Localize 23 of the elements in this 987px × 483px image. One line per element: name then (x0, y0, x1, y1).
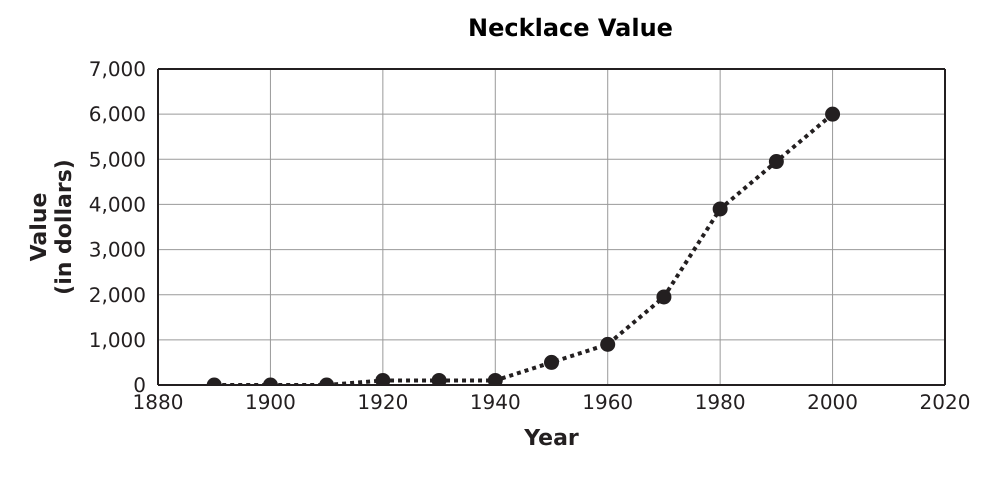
y-tick-label: 4,000 (88, 192, 146, 217)
x-tick-label: 1900 (244, 390, 296, 414)
x-tick-label: 2000 (807, 390, 858, 414)
point (656, 289, 672, 304)
x-tick-label: 1940 (470, 390, 521, 414)
x-tick-label: 2020 (920, 390, 970, 414)
x-axis-title: Year (523, 426, 579, 451)
y-tick-label: 6,000 (88, 102, 146, 126)
x-tick-label: 1960 (582, 390, 634, 414)
y-tick-label: 5,000 (88, 147, 146, 172)
point (544, 354, 559, 370)
y-axis-title: Value (in dollars) (27, 159, 77, 295)
chart-title: Necklace Value (467, 14, 674, 42)
y-tick-label: 3,000 (88, 238, 146, 262)
point (825, 106, 840, 122)
point (768, 154, 784, 170)
y-tick-label: 1,000 (88, 328, 146, 352)
x-tick-label: 1920 (357, 390, 408, 414)
y-tick-label: 2,000 (88, 282, 146, 307)
point (712, 201, 728, 216)
y-tick-label: 7,000 (88, 57, 146, 82)
point (600, 336, 616, 352)
x-tick-label: 1980 (694, 390, 746, 414)
